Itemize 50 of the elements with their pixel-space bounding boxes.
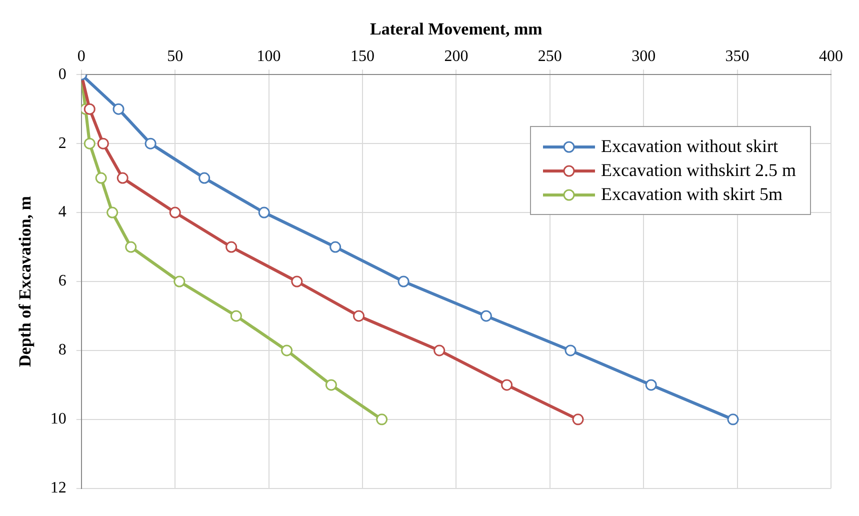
point	[353, 310, 364, 322]
y-tick-label: 2	[58, 134, 66, 152]
point	[169, 206, 181, 218]
point	[434, 344, 446, 356]
point	[95, 172, 107, 184]
point	[480, 310, 492, 322]
point	[330, 241, 342, 253]
point	[230, 310, 242, 322]
y-tick-label: 6	[58, 272, 66, 290]
y-tick-label: 8	[58, 342, 66, 359]
y-axis-title: Depth of Excavation, m	[16, 196, 35, 367]
legend-label: Excavation without skirt	[601, 136, 778, 157]
point	[174, 276, 186, 288]
y-tick-label: 0	[58, 66, 66, 83]
point	[97, 138, 109, 150]
y-tick-label: 12	[50, 480, 66, 497]
x-tick-label: 100	[256, 48, 281, 66]
y-tick-label: 10	[50, 410, 66, 428]
point	[398, 276, 410, 288]
point	[125, 241, 137, 253]
point	[106, 206, 118, 218]
point	[501, 379, 513, 391]
point	[281, 344, 293, 356]
point	[645, 379, 657, 391]
point	[226, 241, 238, 253]
point	[376, 414, 388, 426]
point	[116, 172, 128, 184]
x-tick-label: 300	[632, 48, 656, 66]
legend-label: Excavation with skirt 5m	[601, 184, 782, 205]
x-tick-label: 350	[725, 48, 750, 66]
x-axis-title: Lateral Movement, mm	[370, 20, 542, 39]
x-tick-label: 150	[350, 48, 374, 66]
point	[572, 414, 584, 426]
point	[291, 276, 303, 288]
point	[84, 138, 96, 150]
point	[564, 344, 576, 356]
point	[198, 172, 210, 184]
x-tick-label: 400	[819, 48, 843, 66]
point	[727, 414, 739, 426]
x-tick-label: 0	[77, 48, 86, 66]
point	[144, 138, 156, 150]
point	[84, 103, 96, 115]
legend-label: Excavation withskirt 2.5 m	[601, 160, 796, 181]
x-tick-label: 50	[167, 48, 184, 66]
x-tick-label: 250	[538, 48, 562, 66]
point	[112, 103, 124, 115]
x-tick-label: 200	[444, 48, 468, 66]
y-tick-label: 4	[58, 204, 66, 221]
point	[258, 206, 270, 218]
point	[325, 379, 337, 391]
